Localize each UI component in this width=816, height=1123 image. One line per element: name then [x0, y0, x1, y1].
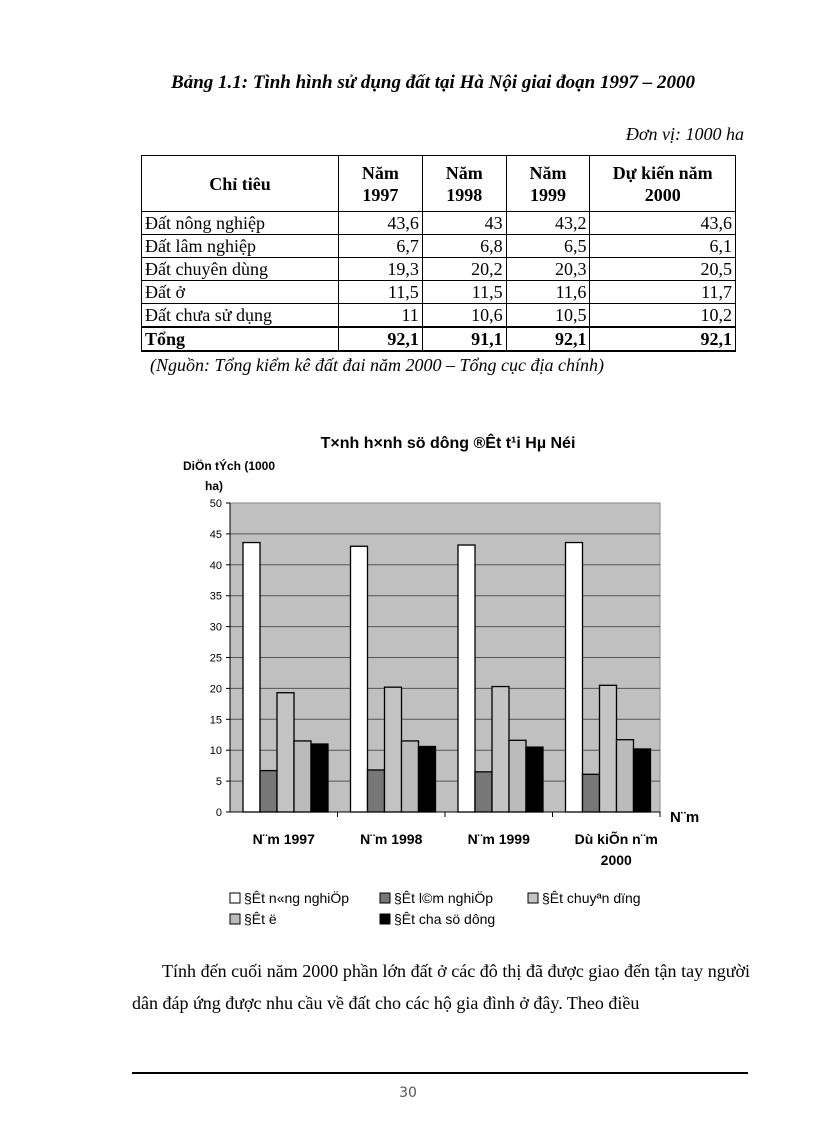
unit-label: Đơn vị: 1000 ha	[625, 124, 744, 144]
table-cell: 92,1	[505, 326, 591, 352]
land-use-chart: T×nh h×nh sö dông ®Êt t¹i Hµ Néi DiÖn tÝc…	[183, 433, 699, 927]
y-tick-label: 10	[210, 745, 222, 757]
table-cell: Tổng	[141, 326, 339, 352]
y-axis-label: DiÖn tÝch (1000	[183, 458, 275, 473]
x-tick-label: N¨m 1998	[360, 831, 422, 847]
bar	[400, 740, 420, 813]
y-tick-label: 30	[210, 622, 222, 634]
legend-entry: §Êt l©m nghiÖp	[394, 889, 493, 906]
table-cell: 43,2	[505, 211, 591, 235]
table-cell: 43	[421, 211, 507, 235]
table-row: Đất chuyên dùng 19,3 20,2 20,3 20,5	[141, 257, 736, 281]
bar	[581, 773, 601, 813]
bar	[310, 743, 329, 813]
table-row: Đất chưa sử dụng 11 10,6 10,5 10,2	[141, 303, 736, 328]
x-tick-label: N¨m 1997	[253, 831, 315, 847]
bar	[293, 740, 312, 813]
bar	[259, 769, 278, 813]
column-header: Chỉ tiêu	[141, 155, 339, 212]
chart-title: T×nh h×nh sö dông ®Êt t¹i Hµ Néi	[321, 433, 576, 452]
legend-swatch	[527, 892, 539, 904]
legend-swatch	[229, 892, 241, 904]
land-use-table: Chỉ tiêu Năm 1997 Năm 1998 Năm 1999 Dự kiến …	[141, 155, 736, 352]
x-tick-label: Dù kiÕn n¨m	[575, 830, 658, 847]
bar	[474, 771, 493, 813]
table-cell: 91,1	[421, 326, 507, 352]
legend-entry: §Êt n«ng nghiÖp	[244, 889, 349, 906]
legend-entry: §Êt ch­a sö dông	[394, 911, 495, 927]
column-header: Năm 1999	[505, 155, 591, 212]
bar	[508, 739, 527, 813]
table-cell: Đất chưa sử dụng	[141, 303, 339, 328]
y-tick-label: 5	[216, 776, 222, 788]
table-cell: 11	[338, 303, 423, 328]
table-cell: Đất chuyên dùng	[141, 257, 339, 281]
bar	[564, 541, 584, 813]
bar	[615, 739, 635, 813]
x-tick-label: N¨m 1999	[468, 831, 530, 847]
table-row: Đất ở 11,5 11,5 11,6 11,7	[141, 280, 736, 304]
y-tick-label: 0	[216, 807, 222, 819]
x-axis-label: N¨m	[670, 809, 699, 826]
table-cell: 20,3	[505, 257, 591, 281]
table-cell: 10,2	[589, 303, 736, 328]
bar	[366, 769, 386, 813]
y-tick-label: 20	[210, 683, 222, 695]
table-source: (Nguồn: Tổng kiểm kê đất đai năm 2000 – …	[150, 355, 604, 375]
page-number: 30	[399, 1085, 417, 1101]
y-tick-label: 25	[210, 653, 222, 665]
y-tick-label: 40	[210, 560, 222, 572]
bar	[383, 686, 403, 813]
bar	[491, 685, 510, 813]
legend-entry: §Êt chuyªn dïng	[542, 890, 641, 906]
column-header: Dự kiến năm 2000	[589, 155, 736, 212]
table-caption: Bảng 1.1: Tình hình sử dụng đất tại Hà N…	[171, 72, 695, 93]
table-cell: 11,7	[589, 280, 736, 304]
table-cell: 92,1	[338, 326, 423, 352]
y-axis-label-cont: ha)	[205, 479, 223, 493]
y-tick-label: 15	[210, 714, 222, 726]
bar	[457, 544, 476, 813]
table-cell: 10,5	[505, 303, 591, 328]
footer-divider	[132, 1072, 748, 1074]
y-tick-label: 35	[210, 591, 222, 603]
table-cell: 20,5	[589, 257, 736, 281]
legend-entry: §Êt ë	[244, 911, 277, 927]
table-row: Tổng 92,1 91,1 92,1 92,1	[141, 326, 736, 352]
table-cell: 11,5	[421, 280, 507, 304]
legend-swatch	[379, 892, 391, 904]
table-cell: Đất ở	[141, 280, 339, 304]
bar	[242, 541, 261, 813]
table-cell: 92,1	[589, 326, 736, 352]
legend-swatch	[379, 913, 391, 925]
bar	[349, 545, 369, 813]
legend-swatch	[229, 913, 241, 925]
table-cell: 19,3	[338, 257, 423, 281]
y-tick-label: 45	[210, 529, 222, 541]
table-cell: 11,6	[505, 280, 591, 304]
table-cell: 11,5	[338, 280, 423, 304]
bar	[525, 746, 544, 813]
bar	[632, 748, 652, 813]
body-paragraph: Tính đến cuối năm 2000 phần lớn đất ở cá…	[132, 961, 750, 1013]
y-tick-label: 50	[210, 498, 222, 510]
bar	[598, 684, 618, 813]
table-cell: Đất lâm nghiệp	[141, 234, 339, 258]
x-tick-label-cont: 2000	[601, 852, 632, 868]
bar	[417, 745, 437, 813]
table-cell: 20,2	[421, 257, 507, 281]
bar	[276, 692, 295, 813]
